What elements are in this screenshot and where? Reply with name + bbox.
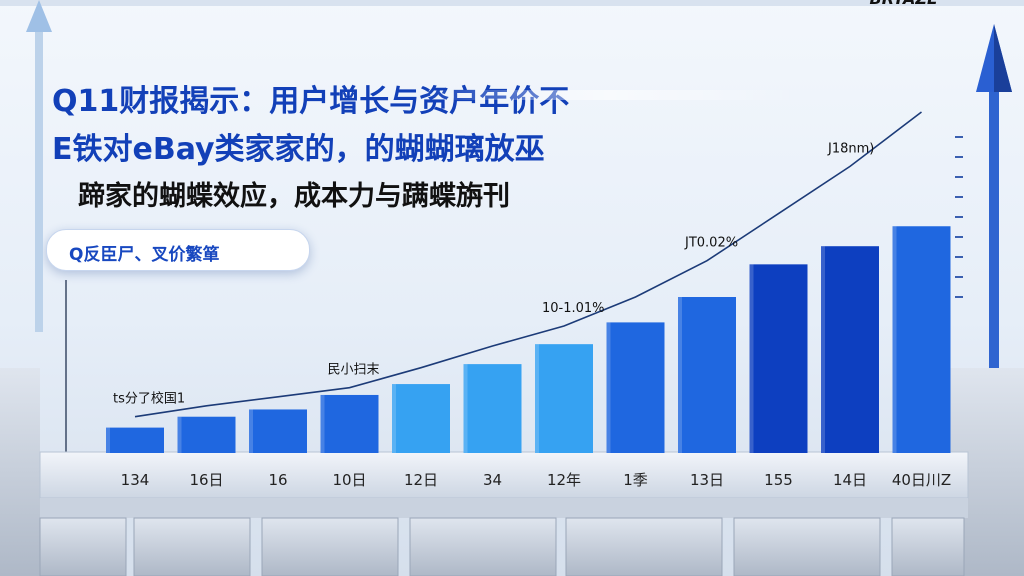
- annotation-3: JT0.02%: [684, 236, 738, 251]
- annotation-2: 10-1.01%: [542, 301, 605, 316]
- x-tick-2: 16: [268, 471, 287, 489]
- headline-line-1: Q11财报揭示：用户增长与资户年价不: [52, 84, 570, 119]
- bar-highlight-6: [535, 344, 539, 453]
- tick-mark-4: [955, 216, 963, 218]
- bar-6: [535, 344, 593, 453]
- lower-box-3: [409, 517, 557, 576]
- tick-mark-1: [955, 156, 963, 158]
- right-arrow-icon: [976, 24, 1012, 380]
- bar-3: [320, 394, 379, 453]
- x-tick-0: 134: [121, 471, 150, 489]
- label-shelf: [39, 451, 969, 499]
- light-streak: [420, 90, 800, 100]
- x-tick-11: 40日川Z: [892, 471, 951, 489]
- annotation-1: 民小扫末: [328, 363, 380, 378]
- bar-highlight-10: [821, 246, 825, 453]
- shelf-base: [40, 498, 968, 518]
- bar-highlight-0: [106, 427, 110, 453]
- bar-1: [177, 416, 236, 453]
- tick-mark-7: [955, 276, 963, 278]
- bar-9: [749, 264, 808, 453]
- left-shelf: [0, 368, 40, 576]
- bar-5: [463, 364, 522, 453]
- bar-highlight-11: [892, 226, 897, 453]
- lower-box-4: [565, 517, 723, 576]
- annotation-4: J18nm): [827, 141, 874, 156]
- x-tick-5: 34: [483, 471, 502, 489]
- trend-line: [134, 111, 922, 418]
- annotations: ts分了校国1 民小扫末 10-1.01% JT0.02% J18nm) BRTAZE: [113, 0, 938, 407]
- lower-box-1: [133, 517, 251, 576]
- x-tick-3: 10日: [332, 471, 366, 489]
- bar-7: [606, 322, 665, 453]
- tick-mark-2: [955, 176, 963, 178]
- top-strip: [0, 0, 1024, 6]
- bar-highlight-3: [320, 394, 325, 453]
- bar-4: [392, 384, 450, 453]
- bar-highlight-7: [606, 322, 611, 453]
- tick-mark-5: [955, 236, 963, 238]
- bar-series: [106, 226, 951, 453]
- x-tick-4: 12日: [404, 471, 438, 489]
- bar-highlight-8: [678, 297, 682, 453]
- bar-highlight-2: [249, 409, 253, 453]
- lower-box-6: [891, 517, 965, 576]
- x-tick-10: 14日: [833, 471, 867, 489]
- lower-box-2: [261, 517, 399, 576]
- right-tick-marks: [955, 136, 963, 298]
- bar-8: [678, 297, 736, 453]
- x-tick-8: 13日: [690, 471, 724, 489]
- lower-box-5: [733, 517, 881, 576]
- bar-highlight-5: [463, 364, 468, 453]
- bar-highlight-4: [392, 384, 396, 453]
- tick-mark-6: [955, 256, 963, 258]
- headline-line-2: E铁对eBay类家家的，的蝴蝴璃放巫: [52, 132, 545, 167]
- annotation-0: ts分了校国1: [113, 391, 185, 407]
- bar-10: [821, 246, 879, 453]
- badge-pill: Q反臣尸、叉价繁箪: [46, 229, 310, 271]
- bar-highlight-9: [749, 264, 754, 453]
- x-tick-6: 12年: [547, 471, 581, 489]
- annotation-5: BRTAZE: [870, 0, 938, 8]
- x-tick-9: 155: [764, 471, 793, 489]
- badge-label: Q反臣尸、叉价繁箪: [69, 245, 220, 265]
- tick-mark-0: [955, 136, 963, 138]
- bar-2: [249, 409, 307, 453]
- lower-box-0: [39, 517, 127, 576]
- lower-boxes: [39, 517, 965, 576]
- bar-0: [106, 427, 164, 453]
- bar-11: [892, 226, 951, 453]
- tick-mark-3: [955, 196, 963, 198]
- headline-line-3: 蹄家的蝴蝶效应，成本力与蹒蝶旃刊: [78, 181, 510, 212]
- bar-highlight-1: [177, 416, 182, 453]
- tick-mark-8: [955, 296, 963, 298]
- left-arrow-icon: [26, 0, 52, 332]
- x-tick-1: 16日: [189, 471, 223, 489]
- x-tick-7: 1季: [623, 471, 648, 489]
- x-tick-labels: 134 16日 16 10日 12日 34 12年 1季 13日 155 14日 40日川Z: [121, 471, 952, 489]
